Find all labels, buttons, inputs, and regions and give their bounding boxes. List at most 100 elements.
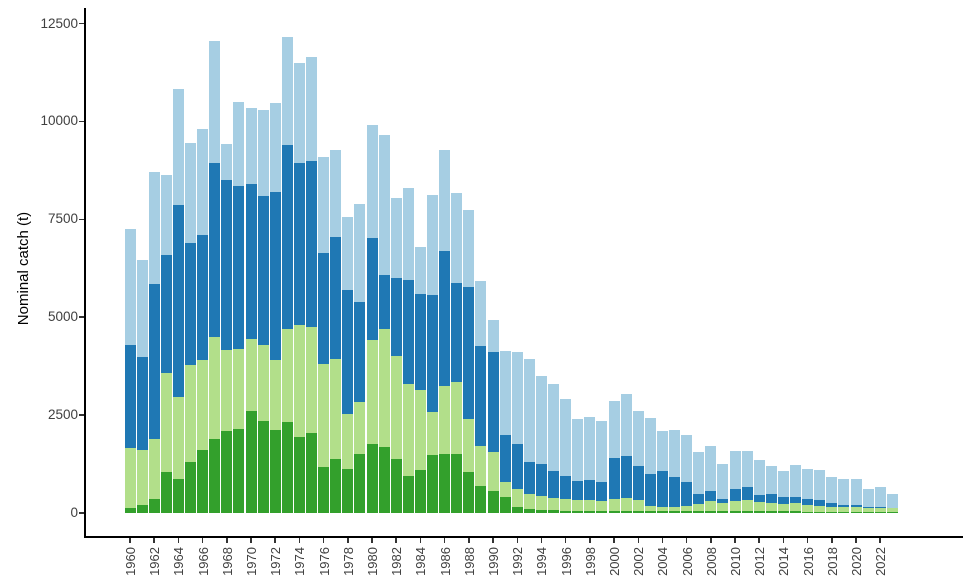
bar-segment-light-green xyxy=(572,500,584,511)
y-tick-label: 0 xyxy=(70,505,78,520)
bar-segment-dark-green-bottom xyxy=(765,511,777,513)
x-tick xyxy=(419,537,422,543)
bar-segment-dark-blue xyxy=(463,287,475,419)
y-tick xyxy=(79,218,84,221)
bar-segment-light-blue-top xyxy=(148,172,160,284)
bar-2013 xyxy=(765,466,777,513)
bar-segment-dark-green-bottom xyxy=(656,511,668,513)
bar-segment-dark-blue xyxy=(197,234,209,361)
bar-1998 xyxy=(584,417,596,513)
bar-segment-dark-blue xyxy=(172,204,184,398)
bar-segment-light-green xyxy=(850,507,862,512)
bar-segment-light-blue-top xyxy=(777,470,789,497)
bar-segment-light-blue-top xyxy=(705,446,717,492)
bar-segment-dark-green-bottom xyxy=(354,453,366,513)
bar-segment-dark-green-bottom xyxy=(451,453,463,513)
bar-segment-dark-blue xyxy=(656,470,668,508)
bar-segment-dark-blue xyxy=(669,476,680,507)
x-tick-label-text: 1984 xyxy=(413,547,429,576)
bar-2006 xyxy=(681,434,693,513)
bar-segment-dark-green-bottom xyxy=(729,511,741,513)
bar-segment-dark-green-bottom xyxy=(342,468,354,513)
x-tick-label-text: 1976 xyxy=(316,547,332,576)
bar-2003 xyxy=(644,418,656,513)
x-tick-label-text: 2006 xyxy=(679,547,695,576)
bar-segment-light-green xyxy=(221,350,233,431)
bar-2022 xyxy=(874,487,886,513)
x-tick-label-text: 1986 xyxy=(437,547,453,576)
x-tick xyxy=(250,537,252,543)
bar-segment-dark-blue xyxy=(402,279,414,384)
bar-segment-dark-green-bottom xyxy=(318,467,330,513)
bar-segment-light-green xyxy=(124,448,136,509)
bar-segment-dark-green-bottom xyxy=(197,450,209,513)
bar-segment-light-green xyxy=(148,438,160,500)
bar-segment-light-blue-top xyxy=(487,320,499,353)
bar-segment-dark-green-bottom xyxy=(209,438,221,513)
bar-segment-light-green xyxy=(463,418,475,472)
bar-segment-light-green xyxy=(717,503,729,512)
bar-segment-light-green xyxy=(390,355,402,459)
bar-segment-dark-blue xyxy=(548,470,559,498)
bar-segment-dark-blue xyxy=(475,345,487,447)
bar-segment-light-blue-top xyxy=(632,411,644,466)
bar-1971 xyxy=(257,110,269,513)
bar-segment-dark-blue xyxy=(281,144,293,329)
bar-segment-dark-blue xyxy=(523,462,535,494)
x-tick-label-text: 2022 xyxy=(873,547,889,576)
bar-segment-dark-green-bottom xyxy=(281,422,293,513)
bar-segment-dark-green-bottom xyxy=(427,455,438,513)
bar-segment-light-blue-top xyxy=(584,417,596,480)
y-axis-title-column: Nominal catch (t) xyxy=(10,0,38,537)
bar-segment-dark-blue xyxy=(160,254,172,373)
bar-segment-dark-green-bottom xyxy=(160,471,172,513)
bar-segment-light-green xyxy=(414,389,426,470)
bar-1990 xyxy=(487,320,499,513)
x-tick-label-text: 1964 xyxy=(171,547,187,576)
bar-segment-light-green xyxy=(427,412,438,456)
x-tick xyxy=(782,537,785,543)
bar-segment-light-green xyxy=(560,499,572,511)
bar-segment-light-green xyxy=(765,502,777,512)
x-tick-label-text: 1998 xyxy=(582,547,598,576)
bar-2000 xyxy=(608,401,620,513)
bar-1985 xyxy=(427,194,438,513)
x-tick xyxy=(710,537,712,543)
bar-segment-dark-blue xyxy=(245,184,257,339)
bar-2007 xyxy=(693,451,705,513)
bar-2002 xyxy=(632,411,644,513)
bar-segment-light-blue-top xyxy=(439,150,451,252)
bar-segment-dark-green-bottom xyxy=(414,469,426,513)
bar-segment-dark-green-bottom xyxy=(560,510,572,513)
bar-segment-light-green xyxy=(233,348,245,429)
bar-segment-dark-green-bottom xyxy=(535,509,547,513)
bar-segment-dark-blue xyxy=(136,356,148,451)
x-tick xyxy=(347,537,349,543)
bar-2012 xyxy=(753,459,765,513)
bar-segment-light-green xyxy=(632,500,644,512)
bar-segment-dark-green-bottom xyxy=(221,430,233,513)
x-tick-label-text: 1996 xyxy=(558,547,574,576)
bar-segment-light-blue-top xyxy=(124,229,136,345)
bar-segment-dark-green-bottom xyxy=(802,511,814,513)
bar-segment-light-green xyxy=(475,446,487,486)
bar-segment-light-blue-top xyxy=(620,393,632,457)
bar-segment-dark-green-bottom xyxy=(826,511,838,513)
x-tick xyxy=(758,537,760,543)
bar-segment-light-blue-top xyxy=(451,193,463,283)
x-tick-label-text: 2000 xyxy=(607,547,622,576)
bar-segment-light-blue-top xyxy=(862,488,874,507)
x-tick xyxy=(637,537,639,543)
bar-segment-dark-blue xyxy=(318,252,330,364)
bar-segment-light-green xyxy=(209,336,221,439)
bar-segment-dark-blue xyxy=(124,344,136,449)
x-tick-label-text: 1990 xyxy=(486,547,501,576)
bar-1984 xyxy=(414,246,426,513)
x-tick xyxy=(734,537,736,543)
bar-segment-light-blue-top xyxy=(717,463,729,499)
x-tick xyxy=(274,537,276,543)
bar-segment-light-green xyxy=(644,506,656,512)
bar-segment-light-green xyxy=(402,383,414,476)
bar-segment-light-green xyxy=(523,493,535,510)
bar-segment-light-blue-top xyxy=(172,88,184,205)
